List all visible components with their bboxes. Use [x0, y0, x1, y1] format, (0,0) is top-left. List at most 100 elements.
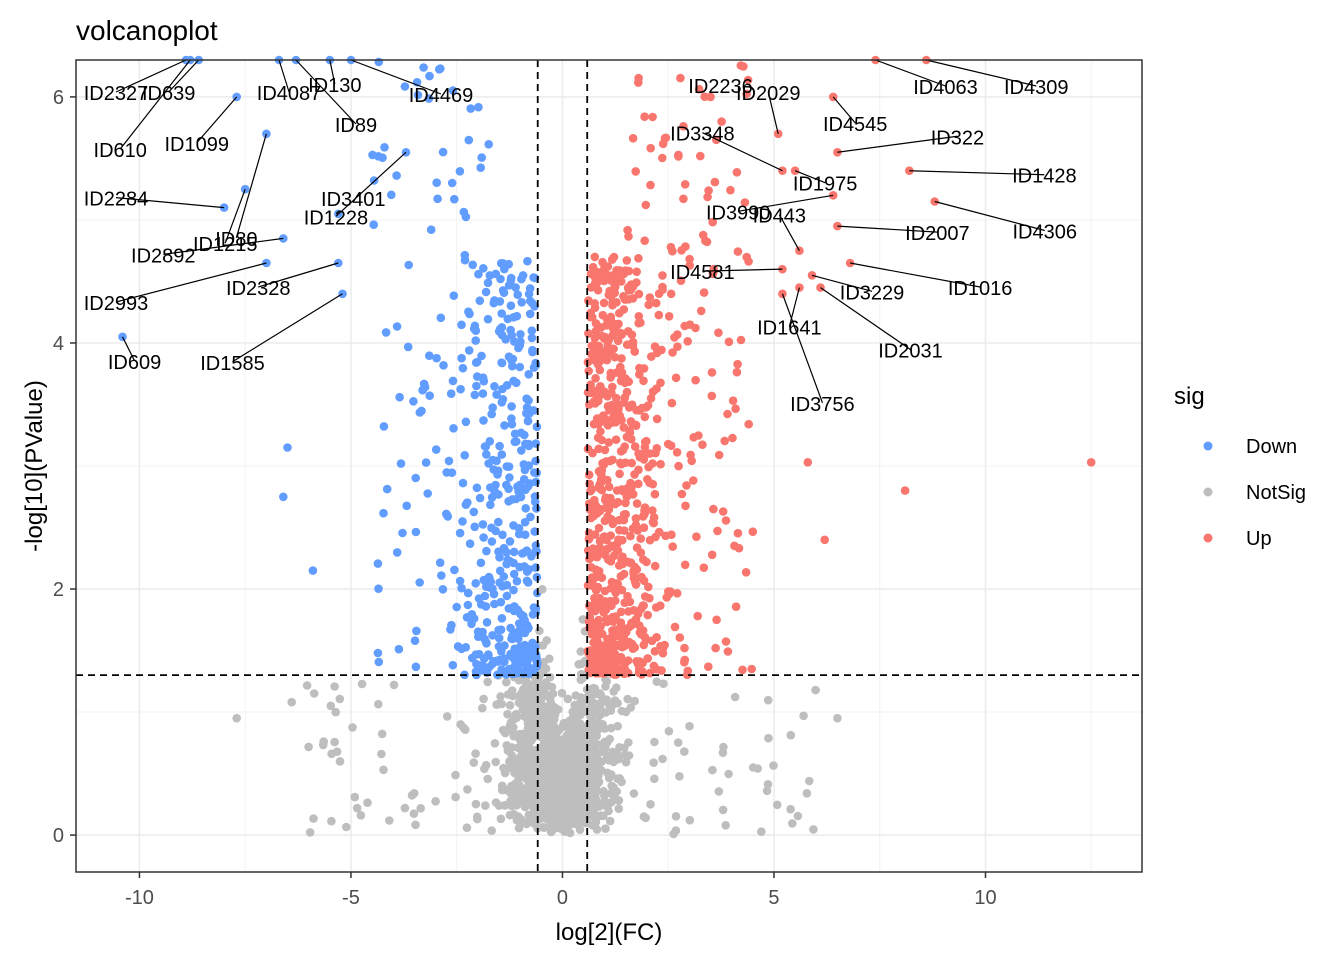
data-point-up: [728, 433, 737, 443]
point-label: ID2328: [226, 278, 291, 300]
data-point-notsig: [607, 781, 616, 791]
data-point-up: [820, 535, 829, 545]
data-point-down: [453, 642, 463, 651]
data-point-up: [680, 180, 690, 189]
data-point-down: [506, 276, 516, 285]
data-point-down: [494, 625, 503, 635]
data-point-notsig: [385, 816, 394, 825]
data-point-up: [721, 637, 731, 646]
data-point-notsig: [604, 773, 614, 783]
data-point-down: [521, 645, 531, 655]
data-point-down: [373, 559, 383, 568]
data-point-down: [502, 591, 512, 601]
data-point-notsig: [547, 700, 556, 710]
data-point-up: [619, 569, 629, 579]
data-point-up: [584, 470, 594, 480]
data-point-up: [795, 246, 804, 255]
data-point-up: [833, 148, 842, 157]
data-point-down: [394, 644, 404, 654]
data-point-notsig: [499, 763, 508, 773]
data-point-up: [626, 531, 635, 541]
data-point-down: [501, 335, 511, 344]
data-point-up: [739, 62, 748, 71]
data-point-notsig: [416, 804, 426, 813]
data-point-up: [649, 661, 659, 671]
data-point-notsig: [520, 687, 530, 697]
data-point-up: [608, 643, 618, 652]
point-label: ID2029: [736, 83, 801, 105]
data-point-notsig: [490, 739, 500, 748]
data-point-up: [643, 654, 652, 663]
data-point-down: [502, 381, 512, 390]
data-point-down: [521, 439, 530, 449]
data-point-up: [592, 567, 602, 577]
data-point-up: [615, 400, 624, 410]
data-point-down: [369, 220, 379, 229]
data-point-notsig: [623, 694, 632, 704]
point-label: ID2993: [84, 293, 149, 315]
data-point-notsig: [516, 696, 525, 705]
data-point-down: [468, 260, 478, 270]
data-point-down: [509, 569, 519, 579]
data-point-down: [425, 71, 434, 81]
data-point-notsig: [472, 812, 482, 822]
data-point-up: [673, 342, 682, 352]
data-point-notsig: [549, 722, 559, 731]
data-point-notsig: [615, 774, 624, 783]
data-point-up: [634, 318, 643, 328]
data-point-down: [487, 409, 497, 419]
data-point-up: [680, 643, 689, 653]
data-point-up: [694, 84, 704, 94]
data-point-down: [479, 654, 489, 663]
data-point-down: [517, 274, 526, 284]
data-point-notsig: [558, 755, 568, 765]
data-point-notsig: [442, 712, 452, 721]
label-leader-line: [875, 59, 946, 87]
data-point-up: [657, 345, 666, 355]
data-point-down: [471, 579, 481, 588]
data-point-up: [620, 665, 630, 674]
data-point-down: [419, 379, 429, 389]
data-point-down: [413, 90, 423, 100]
data-point-down: [465, 539, 475, 548]
data-point-notsig: [326, 701, 336, 711]
data-point-down: [432, 178, 442, 187]
x-tick-label: 10: [974, 887, 996, 909]
data-points: [118, 55, 1096, 839]
data-point-up: [606, 665, 615, 675]
data-point-notsig: [530, 794, 539, 803]
data-point-notsig: [592, 825, 602, 834]
data-point-up: [606, 291, 616, 301]
data-point-up: [626, 558, 636, 567]
legend-label: Down: [1246, 436, 1297, 458]
data-point-down: [432, 353, 441, 363]
data-point-up: [693, 611, 702, 621]
data-point-down: [379, 422, 389, 431]
data-point-notsig: [504, 746, 514, 755]
data-point-notsig: [309, 814, 318, 823]
data-point-up: [608, 331, 617, 340]
point-label: ID4063: [913, 77, 978, 99]
data-point-notsig: [545, 654, 554, 663]
data-point-notsig: [772, 800, 782, 810]
data-point-down: [517, 298, 526, 307]
data-point-notsig: [568, 809, 578, 819]
data-point-up: [632, 278, 641, 287]
data-point-up: [594, 615, 603, 625]
data-point-up: [632, 267, 641, 277]
label-leader-line: [778, 214, 800, 251]
data-point-up: [657, 666, 666, 675]
data-point-notsig: [571, 691, 581, 700]
data-point-down: [374, 657, 384, 667]
data-point-notsig: [538, 790, 548, 799]
point-label: ID3229: [840, 282, 905, 304]
data-point-up: [704, 186, 713, 195]
label-leader-line: [119, 59, 191, 150]
data-point-up: [732, 367, 742, 377]
label-leader-line: [196, 96, 238, 144]
data-point-up: [624, 232, 633, 241]
data-point-notsig: [786, 804, 795, 814]
data-point-down: [494, 327, 504, 336]
data-point-up: [747, 664, 756, 674]
data-point-down: [381, 328, 391, 337]
